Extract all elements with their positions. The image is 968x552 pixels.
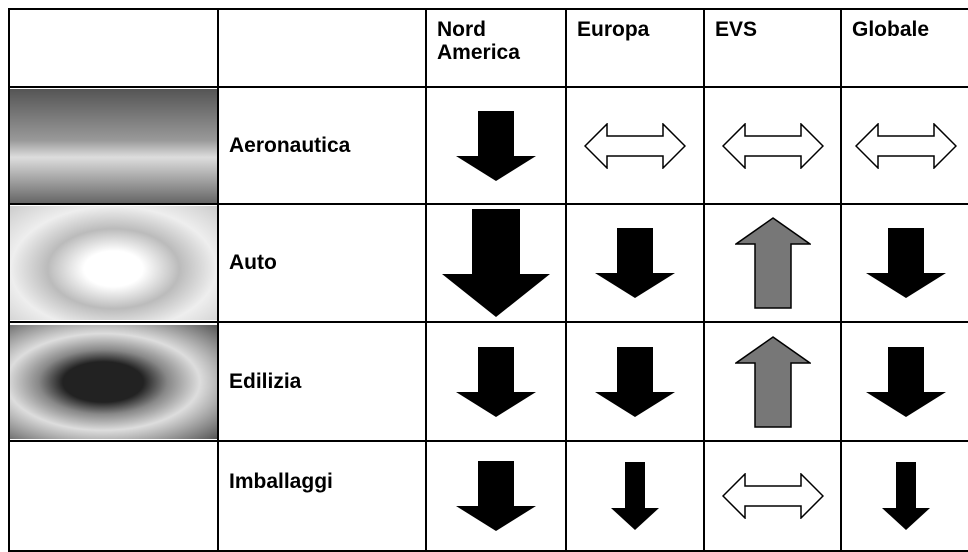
image-cell	[8, 86, 219, 205]
header-row: Nord America Europa EVS Globale	[8, 8, 968, 88]
empty-cell	[217, 8, 427, 88]
down-arrow	[611, 462, 659, 530]
column-header: EVS	[703, 8, 842, 88]
flat-arrow	[721, 122, 824, 169]
row-label: Auto	[217, 203, 427, 323]
down-arrow	[595, 228, 675, 298]
row: Auto	[8, 203, 968, 323]
trend-cell	[565, 440, 705, 552]
up-arrow	[734, 217, 811, 309]
down-arrow	[456, 461, 536, 531]
down-arrow	[456, 110, 536, 181]
down-arrow	[595, 346, 675, 417]
trend-cell	[840, 321, 968, 442]
trend-cell	[425, 86, 567, 205]
trend-cell	[565, 203, 705, 323]
trend-cell	[703, 321, 842, 442]
empty-cell	[8, 440, 219, 552]
car-image	[10, 206, 217, 320]
down-arrow	[442, 209, 550, 317]
up-arrow	[734, 335, 811, 428]
trend-cell	[840, 86, 968, 205]
trend-cell	[703, 203, 842, 323]
flat-arrow	[855, 122, 957, 169]
trend-cell	[565, 86, 705, 205]
airplane-image	[10, 88, 217, 203]
trend-cell	[425, 440, 567, 552]
row-label: Aeronautica	[217, 86, 427, 205]
row: Imballaggi	[8, 440, 968, 552]
column-header: Globale	[840, 8, 968, 88]
row: Edilizia	[8, 321, 968, 442]
down-arrow	[866, 346, 946, 417]
trend-cell	[703, 440, 842, 552]
down-arrow	[882, 462, 930, 530]
building-image	[10, 324, 217, 439]
image-cell	[8, 203, 219, 323]
down-arrow	[456, 346, 536, 417]
row-label: Imballaggi	[217, 440, 427, 552]
flat-arrow	[584, 122, 686, 169]
flat-arrow	[721, 473, 824, 519]
trend-cell	[565, 321, 705, 442]
trend-table: Nord America Europa EVS Globale Aeronaut…	[8, 8, 968, 552]
row: Aeronautica	[8, 86, 968, 205]
trend-cell	[840, 203, 968, 323]
down-arrow	[866, 228, 946, 298]
trend-cell	[425, 203, 567, 323]
column-header: Europa	[565, 8, 705, 88]
row-label: Edilizia	[217, 321, 427, 442]
trend-cell	[425, 321, 567, 442]
trend-cell	[703, 86, 842, 205]
image-cell	[8, 321, 219, 442]
trend-cell	[840, 440, 968, 552]
column-header: Nord America	[425, 8, 567, 88]
empty-cell	[8, 8, 219, 88]
